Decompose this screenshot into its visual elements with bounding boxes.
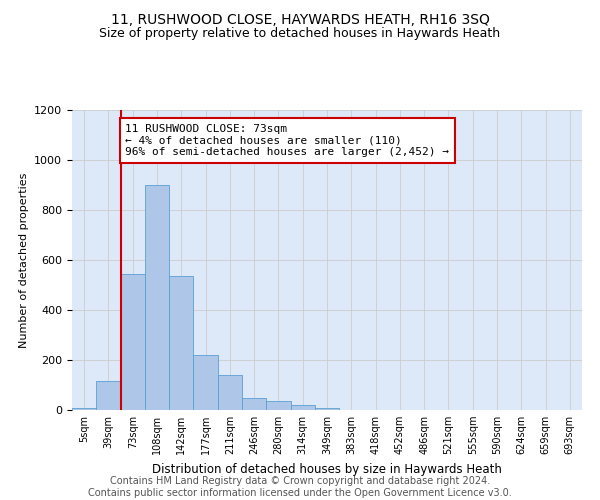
Text: 11 RUSHWOOD CLOSE: 73sqm
← 4% of detached houses are smaller (110)
96% of semi-d: 11 RUSHWOOD CLOSE: 73sqm ← 4% of detache… xyxy=(125,124,449,157)
Bar xyxy=(242,398,266,410)
Bar xyxy=(266,401,290,410)
Y-axis label: Number of detached properties: Number of detached properties xyxy=(19,172,29,348)
Text: Contains HM Land Registry data © Crown copyright and database right 2024.
Contai: Contains HM Land Registry data © Crown c… xyxy=(88,476,512,498)
Bar xyxy=(121,274,145,410)
Bar xyxy=(218,375,242,410)
Bar xyxy=(290,405,315,410)
X-axis label: Distribution of detached houses by size in Haywards Heath: Distribution of detached houses by size … xyxy=(152,462,502,475)
Bar xyxy=(145,185,169,410)
Bar xyxy=(72,408,96,410)
Bar xyxy=(169,276,193,410)
Bar xyxy=(315,408,339,410)
Bar xyxy=(193,355,218,410)
Bar xyxy=(96,381,121,410)
Text: Size of property relative to detached houses in Haywards Heath: Size of property relative to detached ho… xyxy=(100,28,500,40)
Text: 11, RUSHWOOD CLOSE, HAYWARDS HEATH, RH16 3SQ: 11, RUSHWOOD CLOSE, HAYWARDS HEATH, RH16… xyxy=(110,12,490,26)
